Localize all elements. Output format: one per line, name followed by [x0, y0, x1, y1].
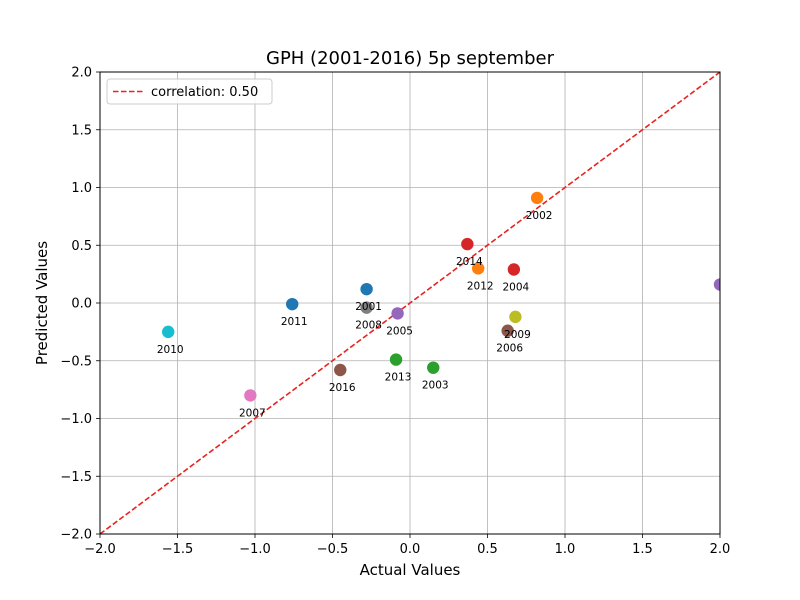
point-label: 2016: [329, 382, 356, 394]
y-tick-label: −0.5: [60, 354, 92, 369]
axis-ticks: −2.0 −1.5 −1.0 −0.5 0.0 0.5 1.0 1.5 2.0 −2.0 −1.5 −…: [60, 66, 730, 558]
point-label: 2006: [496, 343, 523, 355]
y-tick-label: −2.0: [60, 528, 92, 543]
x-tick-label: 1.5: [632, 542, 653, 557]
scatter-point: [427, 361, 440, 374]
y-tick-label: 1.0: [71, 181, 92, 196]
point-label: 2014: [456, 256, 483, 268]
point-label: 2013: [385, 372, 412, 384]
plot-frame: [99, 71, 721, 535]
y-tick-label: 0.0: [71, 297, 92, 312]
point-label: 2004: [502, 282, 529, 294]
plot-content: [100, 72, 720, 534]
y-tick-label: −1.0: [60, 412, 92, 427]
legend: correlation: 0.50: [106, 78, 273, 105]
scatter-point: [389, 353, 403, 366]
point-label: 2001: [355, 301, 382, 313]
point-label: 2008: [355, 320, 382, 332]
point-label: 2009: [504, 329, 531, 341]
scatter-point: [244, 389, 257, 402]
point-label: 2005: [386, 325, 413, 337]
x-tick-label: −1.0: [239, 542, 271, 557]
scatter-point: [360, 282, 373, 296]
x-tick-label: 2.0: [710, 542, 731, 557]
point-label: 2011: [281, 316, 308, 328]
point-label: 2003: [422, 380, 449, 392]
scatter-point: [461, 237, 474, 251]
x-tick-label: −1.5: [162, 542, 194, 557]
scatter-point: [509, 310, 522, 324]
scatter-point: [713, 278, 720, 291]
scatter-point: [501, 324, 514, 337]
scatter-point: [162, 325, 175, 339]
legend-box: [106, 78, 273, 105]
point-label: 2002: [526, 210, 553, 222]
scatter-point: [507, 263, 521, 276]
scatter-point: [391, 307, 404, 320]
y-tick-label: −1.5: [60, 470, 92, 485]
x-tick-label: −2.0: [84, 542, 116, 557]
y-axis-label: Predicted Values: [33, 241, 51, 365]
chart-title: GPH (2001-2016) 5p september: [266, 48, 555, 69]
correlation-line: [100, 72, 720, 534]
x-tick-label: 0.5: [477, 542, 498, 557]
x-tick-label: 1.0: [555, 542, 576, 557]
scatter-point: [334, 363, 347, 377]
point-label: 2007: [239, 407, 266, 419]
point-label: 2010: [157, 344, 184, 356]
x-axis-label: Actual Values: [360, 561, 461, 579]
scatter-point: [360, 301, 373, 314]
y-tick-label: 2.0: [71, 66, 92, 81]
scatter-point: [530, 191, 544, 205]
x-tick-label: −0.5: [317, 542, 349, 557]
legend-entry: correlation: 0.50: [151, 85, 258, 100]
point-label: 2012: [467, 280, 494, 292]
scatter-point: [286, 297, 299, 311]
x-tick-label: 0.0: [400, 542, 421, 557]
scatter-point: [472, 262, 485, 275]
y-tick-label: 0.5: [71, 239, 92, 254]
y-tick-label: 1.5: [71, 123, 92, 138]
point-labels: 2001 2002 2003 2004 2005 2006 2007 2008 2009 2010…: [157, 210, 553, 420]
